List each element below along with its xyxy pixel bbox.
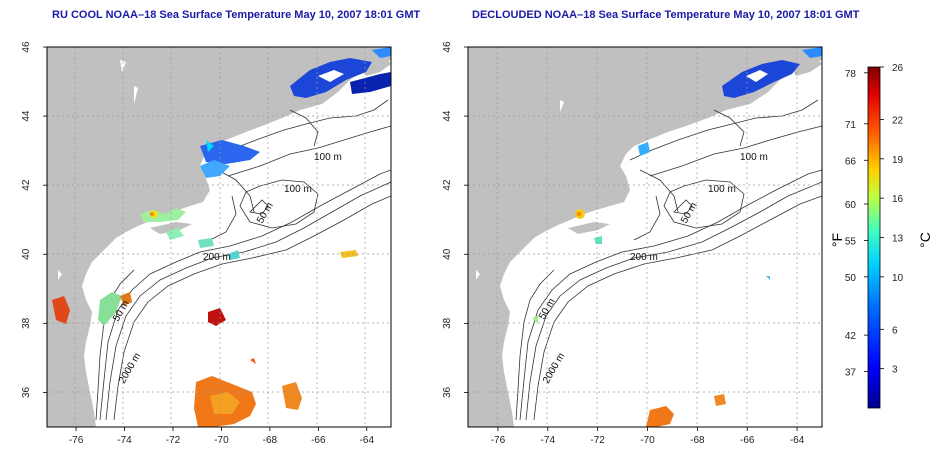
right-gridlines: [468, 47, 822, 427]
x-tick-label: -72: [590, 435, 605, 446]
fahrenheit-tick-label: 71: [845, 120, 857, 131]
axes-layer: -76 -74 -72 -70 -68 -66 -64 36 38 40 42 44 46 -76 -74 -…: [21, 41, 805, 446]
bathymetry-contours: [95, 99, 391, 421]
contour-label: 200 m: [203, 252, 231, 263]
celsius-tick-label: 13: [892, 234, 904, 245]
y-tick-label: 42: [442, 179, 453, 191]
contour-label: 100 m: [284, 184, 312, 195]
fahrenheit-tick-label: 55: [845, 236, 857, 247]
y-tick-label: 38: [21, 317, 32, 329]
y-tick-label: 42: [21, 179, 32, 191]
celsius-tick-label: 10: [892, 273, 904, 284]
celsius-tick-label: 6: [892, 325, 898, 336]
y-tick-label: 38: [442, 317, 453, 329]
sst-data-patches: [532, 47, 822, 427]
celsius-tick-label: 26: [892, 63, 904, 74]
y-tick-label: 44: [442, 110, 453, 122]
right-map-frame: [467, 46, 823, 428]
x-tick-label: -68: [690, 435, 705, 446]
y-tick-label: 40: [442, 248, 453, 260]
y-tick-label: 46: [442, 41, 453, 53]
contour-label: 100 m: [314, 152, 342, 163]
fahrenheit-tick-label: 60: [845, 200, 857, 211]
x-tick-label: -76: [491, 435, 506, 446]
celsius-tick-label: 3: [892, 365, 898, 376]
x-tick-label: -70: [214, 435, 229, 446]
fahrenheit-unit-label: °F: [829, 233, 845, 247]
y-tick-label: 44: [21, 110, 32, 122]
celsius-tick-label: 19: [892, 155, 904, 166]
y-tick-label: 40: [21, 248, 32, 260]
x-tick-label: -64: [790, 435, 805, 446]
x-tick-label: -72: [166, 435, 181, 446]
inland-water: [476, 100, 564, 310]
colorbar: 26 22 19 16 13 10 6 3 78 71 66 60 55 50 42 37 °F °C: [829, 63, 933, 409]
celsius-unit-label: °C: [917, 232, 933, 248]
left-map-title: RU COOL NOAA–18 Sea Surface Temperature …: [52, 9, 421, 21]
fahrenheit-tick-label: 42: [845, 331, 857, 342]
left-map-panel: 100 m 100 m 50 m 200 m 50 m 2000 m: [47, 47, 391, 427]
colorbar-gradient: [867, 66, 881, 409]
right-map-panel: 100 m 100 m 50 m 200 m 50 m 2000 m: [468, 47, 822, 427]
x-tick-label: -64: [360, 435, 375, 446]
celsius-tick-label: 16: [892, 194, 904, 205]
contour-label: 100 m: [740, 152, 768, 163]
left-map-frame: [46, 46, 392, 428]
inland-water: [58, 60, 138, 310]
bathymetry-contours: [515, 99, 822, 421]
x-tick-label: -66: [311, 435, 326, 446]
x-tick-label: -66: [740, 435, 755, 446]
x-tick-label: -74: [541, 435, 556, 446]
fahrenheit-tick-label: 37: [845, 368, 857, 379]
x-tick-label: -74: [117, 435, 132, 446]
fahrenheit-tick-label: 50: [845, 273, 857, 284]
x-tick-label: -76: [69, 435, 84, 446]
y-tick-label: 36: [21, 386, 32, 398]
colorbar-ticks: 26 22 19 16 13 10 6 3 78 71 66 60 55 50 42 37: [845, 63, 904, 379]
celsius-tick-label: 22: [892, 115, 904, 126]
sst-data-patches: [52, 47, 391, 427]
fahrenheit-tick-label: 66: [845, 156, 857, 167]
x-tick-label: -70: [640, 435, 655, 446]
contour-label: 200 m: [630, 252, 658, 263]
x-tick-label: -68: [263, 435, 278, 446]
y-tick-label: 36: [442, 386, 453, 398]
y-tick-label: 46: [21, 41, 32, 53]
fahrenheit-tick-label: 78: [845, 69, 857, 80]
left-gridlines: [47, 47, 391, 427]
contour-label: 100 m: [708, 184, 736, 195]
right-map-title: DECLOUDED NOAA–18 Sea Surface Temperatur…: [472, 9, 860, 21]
